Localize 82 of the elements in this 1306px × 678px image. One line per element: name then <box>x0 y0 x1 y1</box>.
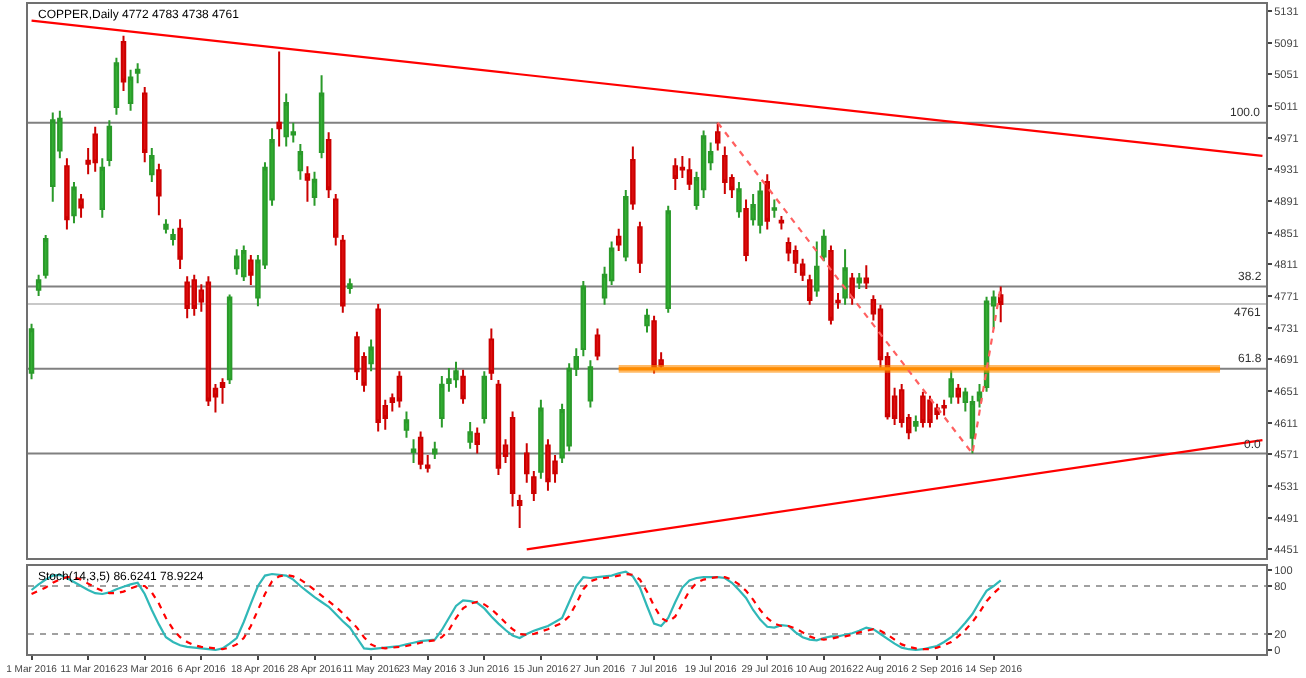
candlestick <box>170 227 176 247</box>
candlestick <box>771 198 778 219</box>
candlestick <box>948 367 954 405</box>
candlestick <box>920 390 926 429</box>
candlestick <box>375 302 381 433</box>
candlestick <box>318 74 325 160</box>
candlestick <box>205 275 212 408</box>
candlestick <box>927 394 933 429</box>
candlestick <box>934 402 940 421</box>
candlestick <box>665 204 671 314</box>
candlestick <box>283 92 289 148</box>
candlestick <box>453 360 459 389</box>
candlestick <box>764 173 770 231</box>
candlestick <box>913 414 919 433</box>
candlestick <box>241 244 247 282</box>
candlestick <box>28 322 35 381</box>
candlestick <box>941 398 947 417</box>
candlestick <box>127 68 134 112</box>
candlestick <box>184 275 190 320</box>
candlestick <box>623 188 629 263</box>
candlestick <box>403 410 410 439</box>
candlestick <box>71 181 77 225</box>
candlestick <box>439 374 445 429</box>
candlestick <box>587 359 594 409</box>
candlestick <box>736 181 742 219</box>
candlestick <box>396 370 403 409</box>
candlestick <box>580 280 587 358</box>
candlestick <box>368 338 374 373</box>
candlestick <box>538 398 544 480</box>
candlestick <box>630 145 636 211</box>
candlestick <box>615 227 622 252</box>
candlestick <box>120 34 127 93</box>
candlestick <box>78 192 84 219</box>
candlestick <box>842 248 848 306</box>
candlestick <box>856 272 862 290</box>
candlestick <box>233 248 240 276</box>
candlestick <box>347 277 353 295</box>
candlestick <box>955 382 961 405</box>
candlestick <box>191 273 197 317</box>
candlestick <box>304 165 311 203</box>
candlestick <box>828 244 834 326</box>
candlestick <box>863 264 870 290</box>
candlestick <box>757 181 763 235</box>
candlestick <box>177 218 183 271</box>
candlestick <box>417 430 424 471</box>
candlestick <box>50 111 56 203</box>
candlestick <box>686 157 693 191</box>
candlestick <box>997 285 1004 324</box>
candlestick <box>481 370 488 425</box>
candlestick <box>142 86 148 164</box>
candlestick <box>545 438 551 492</box>
candlestick <box>743 198 749 263</box>
candlestick <box>792 244 799 275</box>
candlestick <box>276 50 282 148</box>
candlestick <box>156 162 162 217</box>
candlestick <box>248 253 254 286</box>
candlestick <box>297 143 304 181</box>
candlestick <box>325 131 332 199</box>
candlestick <box>594 327 601 362</box>
candlestick <box>113 56 120 116</box>
candlestick <box>460 368 466 405</box>
candlestick <box>474 426 480 455</box>
candlestick <box>495 378 502 476</box>
candlestick <box>92 125 98 173</box>
candlestick <box>644 307 650 334</box>
candlestick <box>849 272 855 306</box>
candlestick <box>219 377 226 405</box>
candlestick <box>722 145 728 195</box>
candlestick <box>637 220 643 275</box>
candlestick <box>467 420 473 450</box>
candlestick <box>672 157 679 191</box>
candlestick <box>106 119 113 168</box>
candlestick <box>778 215 785 231</box>
candlestick <box>410 438 417 465</box>
candlestick <box>226 293 233 385</box>
candlestick <box>149 147 155 184</box>
candlestick <box>432 440 438 461</box>
candlestick <box>715 121 721 152</box>
candlestick <box>311 170 318 207</box>
candlestick <box>488 327 495 381</box>
candlestick <box>99 157 106 219</box>
candlestick <box>64 157 70 231</box>
